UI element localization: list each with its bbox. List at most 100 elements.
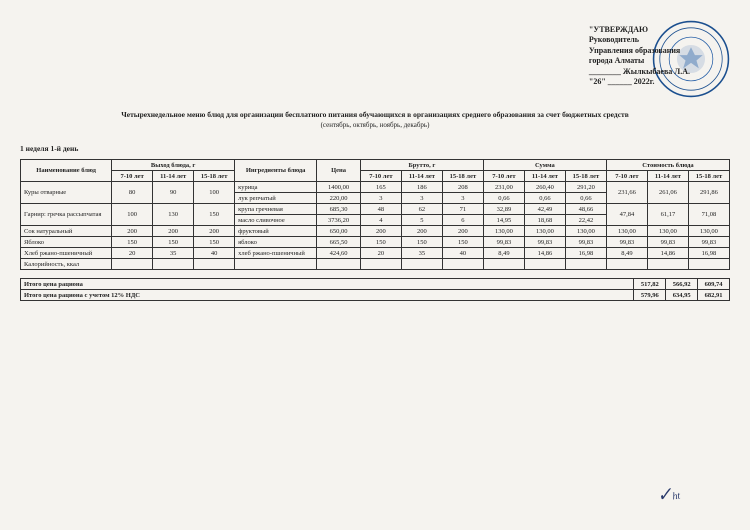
brutto-value: 20 — [360, 248, 401, 259]
dish-name: Гарнир: гречка рассыпчатая — [21, 204, 112, 226]
header-dish: Наименование блюд — [21, 160, 112, 182]
cost-value: 61,17 — [647, 204, 688, 226]
header-cost: Стоимость блюда — [606, 160, 729, 171]
brutto-value: 5 — [401, 215, 442, 226]
sum-value: 99,83 — [565, 237, 606, 248]
header-age: 7-10 лет — [112, 171, 153, 182]
table-body: Куры отварные8090100курица1400,001651862… — [21, 182, 730, 270]
sum-value — [483, 259, 524, 270]
sum-value: 130,00 — [524, 226, 565, 237]
price-value: 685,30 — [317, 204, 361, 215]
brutto-value — [442, 259, 483, 270]
header-age: 11-14 лет — [401, 171, 442, 182]
brutto-value: 200 — [442, 226, 483, 237]
output-value: 150 — [194, 204, 235, 226]
sum-value: 130,00 — [565, 226, 606, 237]
output-value — [153, 259, 194, 270]
brutto-value: 208 — [442, 182, 483, 193]
sum-value: 42,49 — [524, 204, 565, 215]
sum-value: 14,86 — [524, 248, 565, 259]
brutto-value: 186 — [401, 182, 442, 193]
cost-value — [606, 259, 647, 270]
total-row: Итого цена рациона с учетом 12% НДС 579,… — [21, 290, 730, 301]
approval-line: "УТВЕРЖДАЮ — [589, 25, 690, 35]
brutto-value: 35 — [401, 248, 442, 259]
cost-value — [688, 259, 729, 270]
dish-name: Куры отварные — [21, 182, 112, 204]
table-row: Гарнир: гречка рассыпчатая100130150крупа… — [21, 204, 730, 215]
sum-value: 8,49 — [483, 248, 524, 259]
approval-line: "26" ______ 2022г. — [589, 77, 690, 87]
sum-value — [524, 259, 565, 270]
table-row: Куры отварные8090100курица1400,001651862… — [21, 182, 730, 193]
brutto-value: 3 — [442, 193, 483, 204]
ingredient: яблоко — [235, 237, 317, 248]
total-value: 609,74 — [698, 279, 730, 290]
brutto-value — [401, 259, 442, 270]
output-value: 35 — [153, 248, 194, 259]
totals-table: Итого цена рациона 517,82 566,92 609,74 … — [20, 278, 730, 301]
signature: ✓ht — [656, 483, 682, 507]
ingredient: фруктовый — [235, 226, 317, 237]
ingredient: хлеб ржано-пшеничный — [235, 248, 317, 259]
header-age: 7-10 лет — [360, 171, 401, 182]
brutto-value: 200 — [401, 226, 442, 237]
dish-name: Калорийность, ккал — [21, 259, 112, 270]
output-value: 150 — [153, 237, 194, 248]
cost-value: 8,49 — [606, 248, 647, 259]
price-value: 3736,20 — [317, 215, 361, 226]
output-value: 100 — [112, 204, 153, 226]
price-value: 665,50 — [317, 237, 361, 248]
ingredient: лук репчатый — [235, 193, 317, 204]
sum-value: 0,66 — [524, 193, 565, 204]
output-value: 150 — [194, 237, 235, 248]
header-age: 15-18 лет — [565, 171, 606, 182]
output-value: 200 — [153, 226, 194, 237]
header-age: 15-18 лет — [194, 171, 235, 182]
header-age: 15-18 лет — [688, 171, 729, 182]
sum-value: 32,89 — [483, 204, 524, 215]
price-value — [317, 259, 361, 270]
cost-value: 99,83 — [606, 237, 647, 248]
brutto-value: 48 — [360, 204, 401, 215]
header-age: 7-10 лет — [483, 171, 524, 182]
table-header: Наименование блюд Выход блюда, г Ингреди… — [21, 160, 730, 182]
total-value: 517,82 — [634, 279, 666, 290]
cost-value: 130,00 — [688, 226, 729, 237]
table-row: Сок натуральный200200200фруктовый650,002… — [21, 226, 730, 237]
header-age: 15-18 лет — [442, 171, 483, 182]
total-value: 634,95 — [666, 290, 698, 301]
sum-value: 231,00 — [483, 182, 524, 193]
brutto-value: 3 — [401, 193, 442, 204]
cost-value: 47,84 — [606, 204, 647, 226]
header-sum: Сумма — [483, 160, 606, 171]
header-brutto: Брутто, г — [360, 160, 483, 171]
sum-value: 0,66 — [565, 193, 606, 204]
total-value: 682,91 — [698, 290, 730, 301]
brutto-value — [360, 259, 401, 270]
cost-value: 71,08 — [688, 204, 729, 226]
document-title: Четырехнедельное меню блюд для организац… — [20, 110, 730, 119]
brutto-value: 150 — [401, 237, 442, 248]
total-row: Итого цена рациона 517,82 566,92 609,74 — [21, 279, 730, 290]
cost-value: 130,00 — [606, 226, 647, 237]
output-value: 130 — [153, 204, 194, 226]
cost-value: 130,00 — [647, 226, 688, 237]
sum-value: 99,83 — [483, 237, 524, 248]
dish-name: Сок натуральный — [21, 226, 112, 237]
ingredient — [235, 259, 317, 270]
output-value — [194, 259, 235, 270]
approval-line: города Алматы — [589, 56, 690, 66]
output-value — [112, 259, 153, 270]
sum-value: 48,66 — [565, 204, 606, 215]
cost-value: 14,86 — [647, 248, 688, 259]
approval-line: ________ Жылкыбаева Л.А. — [589, 67, 690, 77]
cost-value: 99,83 — [688, 237, 729, 248]
total-value: 579,96 — [634, 290, 666, 301]
document-subtitle: (сентябрь, октябрь, ноябрь, декабрь) — [20, 121, 730, 129]
header-output: Выход блюда, г — [112, 160, 235, 171]
output-value: 90 — [153, 182, 194, 204]
total-label: Итого цена рациона — [21, 279, 634, 290]
output-value: 200 — [194, 226, 235, 237]
output-value: 100 — [194, 182, 235, 204]
